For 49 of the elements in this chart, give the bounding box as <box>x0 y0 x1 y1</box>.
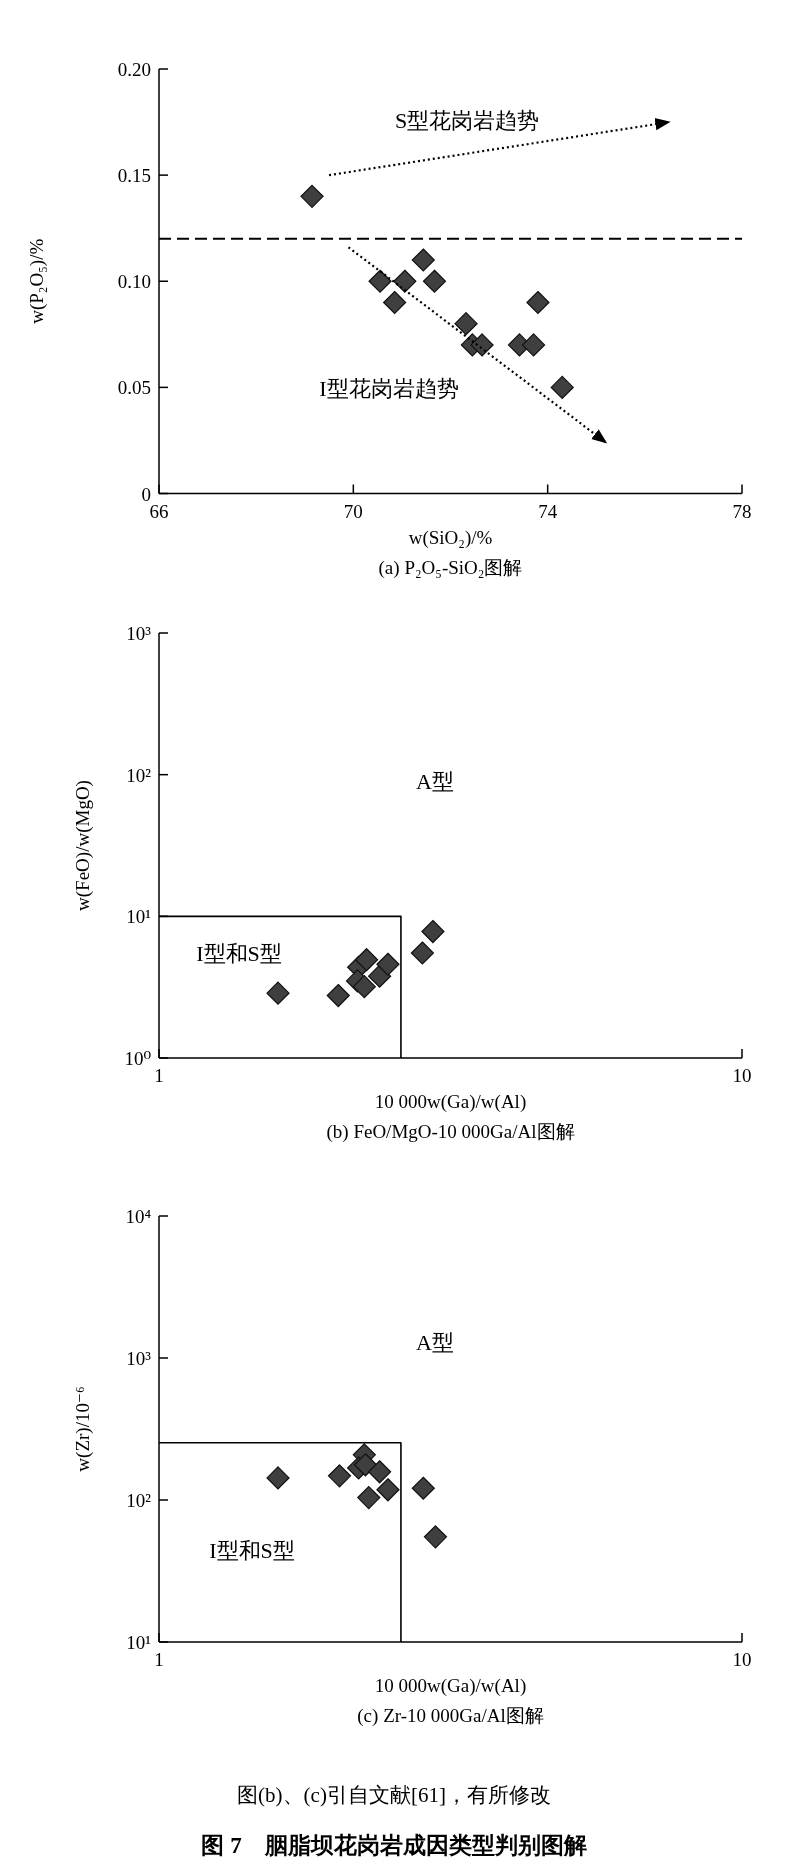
y-tick-label: 0.10 <box>117 270 151 292</box>
y-tick-label: 0.05 <box>117 376 151 398</box>
y-axis-title: w(FeO)/w(MgO) <box>71 780 94 911</box>
point <box>411 248 435 272</box>
caption: 图 7 胭脂坝花岗岩成因类型判别图解 <box>201 1832 587 1858</box>
point <box>521 333 546 357</box>
point <box>393 269 417 293</box>
x-tick-label: 10 <box>732 1648 752 1670</box>
annotation: I型和S型 <box>209 1537 295 1563</box>
x-tick-label: 10 <box>732 1064 752 1086</box>
point <box>470 333 494 357</box>
x-tick-label: 70 <box>343 500 363 521</box>
y-tick-label: 10¹ <box>126 1631 152 1653</box>
y-tick-label: 10² <box>126 1489 152 1511</box>
point <box>550 375 574 399</box>
text: 图(b)、(c)引自文献[61]，有所修改 <box>237 1783 551 1807</box>
point <box>454 312 478 336</box>
annotation: I型和S型 <box>196 940 282 966</box>
x-tick-label: 78 <box>732 500 752 521</box>
y-axis-title: w(P₂O₅)/% <box>25 238 48 324</box>
y-tick-label: 10² <box>126 764 152 786</box>
y-tick-label: 10³ <box>126 622 152 644</box>
y-tick-label: 10⁴ <box>125 1205 152 1227</box>
y-tick-label: 0.20 <box>117 58 151 80</box>
x-tick-label: 66 <box>149 500 169 521</box>
y-tick-label: 0.15 <box>117 164 151 186</box>
y-tick-label: 0 <box>141 483 151 504</box>
point <box>300 184 324 208</box>
point <box>368 269 392 293</box>
point <box>383 290 407 315</box>
annotation: A型 <box>416 1329 454 1355</box>
x-tick-label: 1 <box>154 1648 164 1670</box>
text: (b) FeO/MgO-10 000Ga/Al图解 <box>326 1120 575 1143</box>
y-tick-label: 10³ <box>126 1347 152 1369</box>
annotation: A型 <box>416 768 454 794</box>
point <box>422 269 447 293</box>
x-axis-title: 10 000w(Ga)/w(Al) <box>374 1090 527 1113</box>
x-axis-title: w(SiO₂)/% <box>408 526 493 548</box>
annotation: I型花岗岩趋势 <box>319 375 459 401</box>
text: (c) Zr-10 000Ga/Al图解 <box>357 1704 544 1727</box>
x-axis-title: 10 000w(Ga)/w(Al) <box>374 1674 527 1697</box>
x-tick-label: 1 <box>154 1064 164 1086</box>
y-tick-label: 10⁰ <box>124 1047 152 1069</box>
y-axis-title: w(Zr)/10⁻⁶ <box>71 1386 94 1472</box>
text: (a) P₂O₅-SiO₂图解 <box>378 556 523 578</box>
point <box>526 290 550 315</box>
y-tick-label: 10¹ <box>126 905 152 927</box>
x-tick-label: 74 <box>538 500 558 521</box>
annotation: S型花岗岩趋势 <box>394 107 540 133</box>
